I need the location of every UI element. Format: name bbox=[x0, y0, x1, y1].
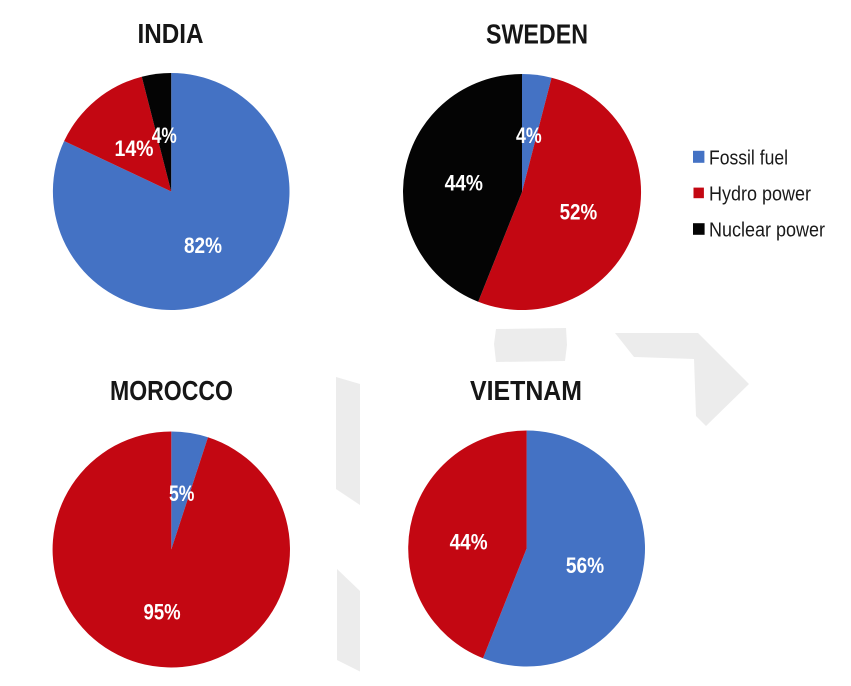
svg-text:SWEDEN: SWEDEN bbox=[486, 19, 588, 50]
svg-text:14%: 14% bbox=[115, 136, 154, 161]
svg-text:VIETNAM: VIETNAM bbox=[470, 375, 582, 406]
svg-text:MOROCCO: MOROCCO bbox=[110, 375, 233, 406]
svg-text:Fossil fuel: Fossil fuel bbox=[709, 147, 788, 169]
svg-text:5%: 5% bbox=[169, 481, 194, 506]
svg-text:Hydro power: Hydro power bbox=[709, 183, 811, 205]
svg-text:44%: 44% bbox=[445, 171, 483, 196]
svg-text:44%: 44% bbox=[450, 530, 488, 555]
svg-text:82%: 82% bbox=[184, 233, 222, 258]
svg-text:INDIA: INDIA bbox=[138, 18, 204, 49]
svg-text:4%: 4% bbox=[516, 123, 542, 148]
svg-text:52%: 52% bbox=[560, 200, 598, 225]
svg-text:95%: 95% bbox=[144, 600, 181, 625]
svg-text:56%: 56% bbox=[566, 553, 604, 578]
svg-text:Nuclear power: Nuclear power bbox=[709, 219, 825, 241]
svg-text:4%: 4% bbox=[152, 123, 177, 148]
